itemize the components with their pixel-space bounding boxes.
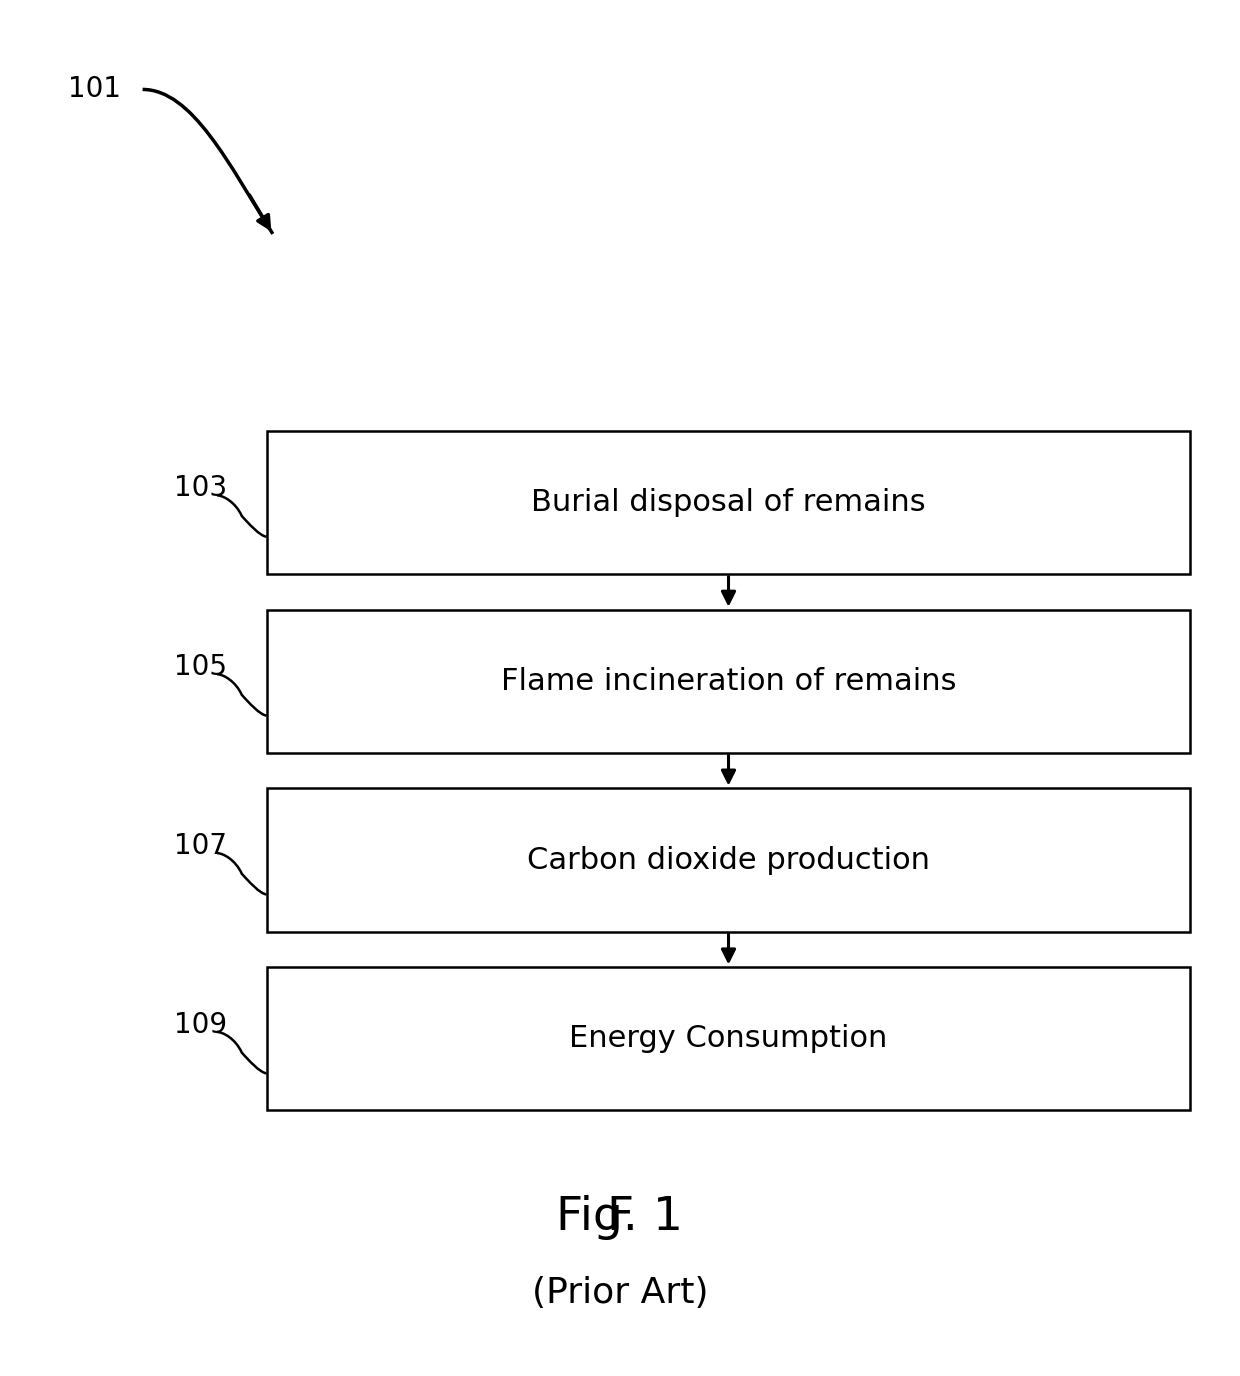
Text: Carbon dioxide production: Carbon dioxide production [527, 845, 930, 875]
Text: Flame incineration of remains: Flame incineration of remains [501, 666, 956, 696]
Text: (Prior Art): (Prior Art) [532, 1277, 708, 1310]
Bar [267, 431, 1190, 574]
Bar [267, 610, 1190, 753]
Text: Fig. 1: Fig. 1 [557, 1196, 683, 1240]
Text: Burial disposal of remains: Burial disposal of remains [531, 487, 926, 517]
Text: F: F [606, 1196, 634, 1240]
Text: 101: 101 [68, 76, 122, 103]
Text: 107: 107 [174, 832, 227, 860]
Bar [267, 788, 1190, 932]
Text: 103: 103 [174, 475, 227, 502]
Text: 105: 105 [174, 654, 227, 681]
Bar [267, 967, 1190, 1110]
Text: Energy Consumption: Energy Consumption [569, 1024, 888, 1054]
Text: 109: 109 [174, 1011, 227, 1039]
